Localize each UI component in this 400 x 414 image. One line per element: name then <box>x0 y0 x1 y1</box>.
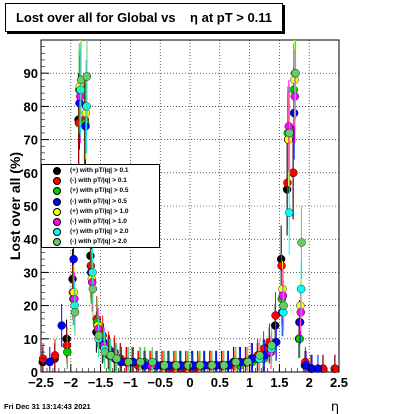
legend-marker-icon <box>53 207 61 216</box>
legend-entry: (+) with pT/|q| > 0.5 <box>42 186 160 196</box>
y-tick-label: 90 <box>24 66 38 81</box>
legend: (+) with pT/|q| > 0.1 (-) with pT/|q| > 0… <box>41 164 160 248</box>
legend-marker-icon <box>53 167 61 175</box>
data-point <box>69 254 78 264</box>
data-point <box>207 361 217 370</box>
data-point <box>289 168 298 178</box>
x-axis-label: η <box>331 400 339 414</box>
legend-entry: (-) with pT/|q| > 0.5 <box>42 197 160 207</box>
legend-marker-icon <box>53 238 61 247</box>
y-tick-label: 80 <box>24 99 38 114</box>
data-point <box>296 284 306 294</box>
data-point <box>297 238 306 247</box>
y-tick-label: 70 <box>24 133 38 148</box>
data-point <box>50 351 60 360</box>
data-point <box>63 347 72 357</box>
data-point <box>279 301 288 310</box>
data-point <box>255 351 264 360</box>
data-point <box>184 361 193 370</box>
chart-title: Lost over all for Global vs η at pT > 0.… <box>15 10 273 25</box>
data-point <box>285 128 294 138</box>
legend-marker-icon <box>53 187 61 196</box>
data-point <box>267 341 276 350</box>
data-point <box>88 284 98 294</box>
legend-label: (-) with pT/|q| > 2.0 <box>70 238 127 246</box>
legend-entry: (-) with pT/|q| > 0.1 <box>42 176 160 186</box>
legend-marker-icon <box>53 197 61 206</box>
y-tick-label: 50 <box>24 199 38 214</box>
x-tick-label: 0 <box>186 375 193 390</box>
data-point <box>172 361 181 370</box>
data-point <box>45 357 54 367</box>
x-tick-label: 2 <box>306 375 313 390</box>
x-tick-label: −0.5 <box>147 375 173 390</box>
data-point <box>57 321 66 330</box>
data-points <box>38 40 340 373</box>
data-point <box>271 311 280 320</box>
legend-entry: (-) with pT/|q| > 2.0 <box>42 237 160 247</box>
y-tick-label: 60 <box>24 166 38 181</box>
y-tick-label: 20 <box>24 299 38 314</box>
data-point <box>243 357 253 367</box>
legend-label: (-) with pT/|q| > 0.1 <box>70 177 127 185</box>
series-group <box>70 40 306 372</box>
legend-label: (+) with pT/|q| > 0.5 <box>70 187 129 195</box>
data-point <box>136 357 145 367</box>
data-point <box>291 68 300 78</box>
data-point <box>82 72 92 81</box>
data-point <box>148 357 157 367</box>
timestamp-footer: Fri Dec 31 13:14:43 2021 <box>4 402 91 411</box>
title-box: Lost over all for Global vs η at pT > 0.… <box>5 3 283 32</box>
x-tick-label: −2.5 <box>28 375 54 390</box>
legend-label: (+) with pT/|q| > 0.1 <box>70 167 129 174</box>
legend-entry: (+) with pT/|q| > 0.1 <box>42 166 160 176</box>
x-tick-label: 1.5 <box>270 375 288 390</box>
y-tick-label: 0 <box>31 365 38 380</box>
y-tick-label: 40 <box>24 232 38 247</box>
legend-label: (-) with pT/|q| > 1.0 <box>70 218 127 225</box>
legend-entry: (-) with pT/|q| > 1.0 <box>42 217 160 227</box>
data-point <box>313 364 323 373</box>
data-point <box>330 364 340 373</box>
data-point <box>219 361 229 370</box>
x-tick-label: 1 <box>246 375 253 390</box>
legend-marker-icon <box>53 218 61 226</box>
x-tick-label: −1 <box>123 375 138 390</box>
legend-label: (+) with pT/|q| > 1.0 <box>70 207 129 215</box>
data-point <box>70 308 80 317</box>
legend-label: (+) with pT/|q| > 2.0 <box>70 228 129 236</box>
data-point <box>94 331 104 340</box>
y-axis-label: Lost over all (%) <box>7 152 23 260</box>
legend-entry: (+) with pT/|q| > 1.0 <box>42 207 160 217</box>
data-point <box>231 357 241 367</box>
data-point <box>283 178 292 187</box>
x-tick-label: −1.5 <box>88 375 114 390</box>
legend-marker-icon <box>53 177 61 186</box>
x-tick-label: 2.5 <box>330 375 348 390</box>
y-tick-label: 10 <box>24 332 38 347</box>
data-point <box>285 208 294 217</box>
x-tick-label: 0.5 <box>211 375 229 390</box>
data-point <box>160 361 169 370</box>
x-tick-label: −2 <box>63 375 78 390</box>
data-point <box>277 261 286 270</box>
axes: −2.5 −2 −1.5 −1 −0.5 0 0.5 1 1.5 2 2.5 0 10 20 30 40 50 6… <box>24 39 348 390</box>
legend-entry: (+) with pT/|q| > 2.0 <box>42 227 160 237</box>
legend-label: (-) with pT/|q| > 0.5 <box>70 197 127 205</box>
data-point <box>195 361 205 370</box>
y-tick-label: 30 <box>24 265 38 280</box>
data-point <box>112 354 121 363</box>
legend-marker-icon <box>53 228 61 237</box>
data-point <box>124 357 133 367</box>
